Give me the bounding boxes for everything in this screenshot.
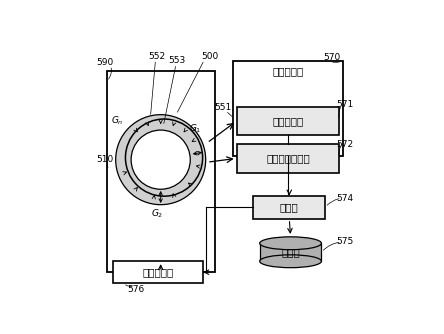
- Text: 570: 570: [323, 53, 341, 62]
- Bar: [113, 261, 203, 283]
- Text: 传感器接口: 传感器接口: [272, 116, 304, 126]
- Ellipse shape: [260, 237, 321, 250]
- Bar: [260, 243, 321, 261]
- Text: $G_1$: $G_1$: [189, 123, 202, 135]
- Text: 晶片中心点模块: 晶片中心点模块: [266, 153, 310, 163]
- Text: 551: 551: [214, 103, 232, 112]
- Text: 574: 574: [336, 194, 353, 203]
- Text: 575: 575: [336, 237, 353, 246]
- Ellipse shape: [260, 255, 321, 268]
- Text: 放置控制器: 放置控制器: [272, 66, 304, 76]
- Bar: [237, 107, 339, 135]
- Bar: [107, 71, 215, 272]
- Circle shape: [131, 130, 190, 189]
- Text: 数据库: 数据库: [281, 247, 300, 257]
- Bar: [237, 144, 339, 173]
- Text: $G_2$: $G_2$: [151, 207, 164, 220]
- Text: 571: 571: [336, 101, 353, 110]
- Text: 510: 510: [96, 155, 113, 164]
- Circle shape: [116, 115, 206, 205]
- Bar: [233, 61, 343, 156]
- Text: $G_n$: $G_n$: [111, 115, 124, 127]
- Bar: [253, 196, 325, 219]
- Text: 偏移值: 偏移值: [280, 202, 299, 212]
- Text: 553: 553: [169, 56, 186, 65]
- Text: 590: 590: [97, 58, 114, 67]
- Text: 500: 500: [201, 52, 218, 61]
- Text: 552: 552: [148, 52, 165, 61]
- Text: 572: 572: [336, 140, 353, 149]
- Text: 576: 576: [127, 285, 145, 294]
- Text: 定位机器人: 定位机器人: [143, 267, 174, 277]
